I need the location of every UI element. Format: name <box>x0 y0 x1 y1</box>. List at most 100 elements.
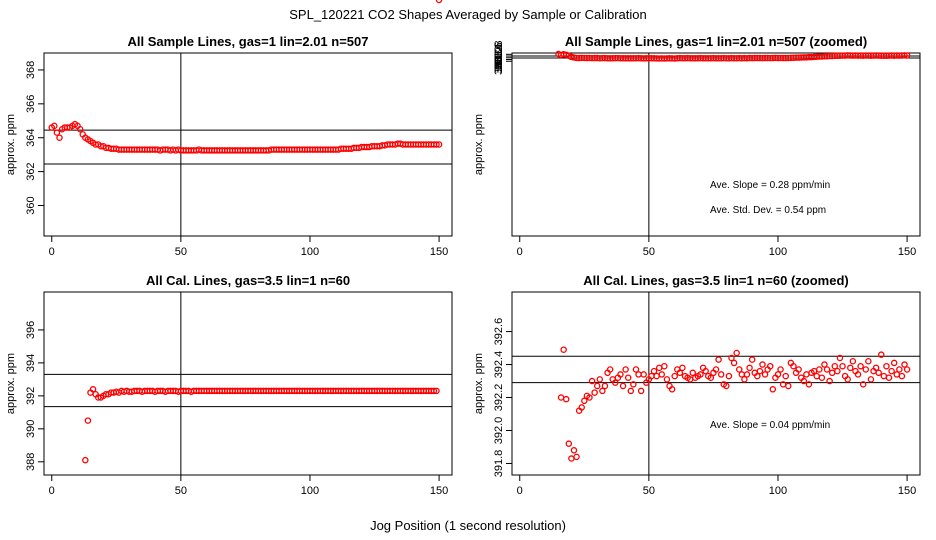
data-point <box>707 374 715 381</box>
data-point <box>903 366 911 373</box>
y-tick-label: 391.8 <box>493 450 505 478</box>
data-point <box>769 386 777 393</box>
data-point <box>661 362 668 370</box>
plot-frame <box>43 291 453 476</box>
data-point <box>565 440 573 447</box>
panel-all-sample-lines: All Sample Lines, gas=1 lin=2.01 n=507 0 5… <box>5 34 453 258</box>
y-tick-label: 364 <box>25 129 37 147</box>
y-tick-label: 383.2 <box>493 46 505 74</box>
data-point <box>570 447 578 454</box>
x-tick-label: 100 <box>769 246 787 258</box>
y-tick-label: 394 <box>25 354 37 372</box>
x-tick-label: 100 <box>301 485 319 497</box>
data-point <box>862 366 870 373</box>
y-axis-label: approx. ppm <box>5 114 17 175</box>
data-point <box>859 381 867 388</box>
y-tick-label: 360 <box>25 196 37 214</box>
data-point <box>578 404 585 411</box>
data-point <box>746 364 753 372</box>
data-point <box>782 372 789 380</box>
y-tick-label: 392.2 <box>493 384 505 412</box>
y-tick-label: 383.6 <box>493 42 505 70</box>
data-point <box>728 354 735 362</box>
panel-annotation: Ave. Std. Dev. = 0.54 ppm <box>710 205 826 216</box>
data-point <box>53 129 61 136</box>
data-point <box>433 141 440 148</box>
data-point <box>568 455 575 462</box>
data-point <box>640 371 647 378</box>
y-tick-label: 366 <box>25 95 37 113</box>
data-point <box>761 371 769 378</box>
data-point <box>836 354 844 362</box>
data-point <box>671 372 678 380</box>
y-tick-label: 383.8 <box>493 41 505 69</box>
x-tick-label: 0 <box>517 485 523 497</box>
data-point <box>813 372 820 380</box>
data-point <box>562 395 570 403</box>
y-tick-label: 392 <box>25 387 37 405</box>
data-point <box>875 369 882 377</box>
x-tick-label: 150 <box>898 246 916 258</box>
data-point <box>857 362 864 370</box>
data-point <box>849 357 857 365</box>
panel-annotation: Ave. Slope = 0.04 ppm/min <box>710 420 830 431</box>
data-point <box>854 371 862 378</box>
panel-all-sample-lines-zoomed: All Sample Lines, gas=1 lin=2.01 n=507 (… <box>473 34 921 258</box>
data-point <box>596 376 604 383</box>
data-point <box>816 366 823 373</box>
y-tick-label: 383.4 <box>493 44 505 72</box>
data-point <box>658 371 666 378</box>
data-point <box>612 379 619 386</box>
data-point <box>847 364 854 372</box>
data-point <box>826 377 833 385</box>
data-point <box>586 394 593 401</box>
x-tick-label: 50 <box>175 485 187 497</box>
figure-title: SPL_120221 CO2 Shapes Averaged by Sample… <box>289 7 647 22</box>
panel-all-cal-lines: All Cal. Lines, gas=3.5 lin=1 n=60 0 50 100… <box>5 0 453 497</box>
data-point <box>880 372 888 380</box>
y-tick-label: 396 <box>25 321 37 339</box>
y-tick-label: 388 <box>25 453 37 471</box>
data-point <box>834 367 841 375</box>
data-point <box>637 387 645 395</box>
plot-frame <box>511 52 921 237</box>
data-point <box>593 382 601 390</box>
data-point <box>435 0 443 4</box>
data-point <box>754 372 761 380</box>
data-point <box>795 366 802 373</box>
data-point <box>805 381 813 388</box>
data-point <box>617 371 624 378</box>
data-point <box>653 372 660 380</box>
data-point <box>735 366 743 373</box>
data-point <box>76 126 84 133</box>
data-point <box>51 122 58 130</box>
data-point <box>56 134 63 141</box>
panel-annotation: Ave. Slope = 0.28 ppm/min <box>710 180 830 191</box>
data-point <box>619 382 627 390</box>
x-tick-label: 50 <box>643 485 655 497</box>
data-point <box>872 364 880 372</box>
plot-frame <box>43 52 453 237</box>
data-point <box>821 361 828 368</box>
data-point <box>702 367 709 375</box>
data-point <box>717 371 725 378</box>
data-point <box>599 387 606 395</box>
y-tick-label: 392.6 <box>493 318 505 346</box>
plot-frame <box>511 291 921 476</box>
data-point <box>712 366 720 373</box>
data-point <box>601 382 609 390</box>
x-tick-label: 150 <box>430 485 448 497</box>
data-point <box>878 351 885 358</box>
data-point <box>766 362 774 370</box>
data-point <box>730 359 738 367</box>
data-point <box>901 52 908 59</box>
y-axis-label: approx. ppm <box>5 353 17 414</box>
x-tick-label: 100 <box>769 485 787 497</box>
y-axis-label: approx. ppm <box>473 114 485 175</box>
x-tick-label: 0 <box>49 485 55 497</box>
data-point <box>800 377 808 385</box>
x-tick-label: 150 <box>430 246 448 258</box>
data-point <box>748 356 756 363</box>
data-point <box>430 387 438 395</box>
x-tick-label: 50 <box>643 246 655 258</box>
